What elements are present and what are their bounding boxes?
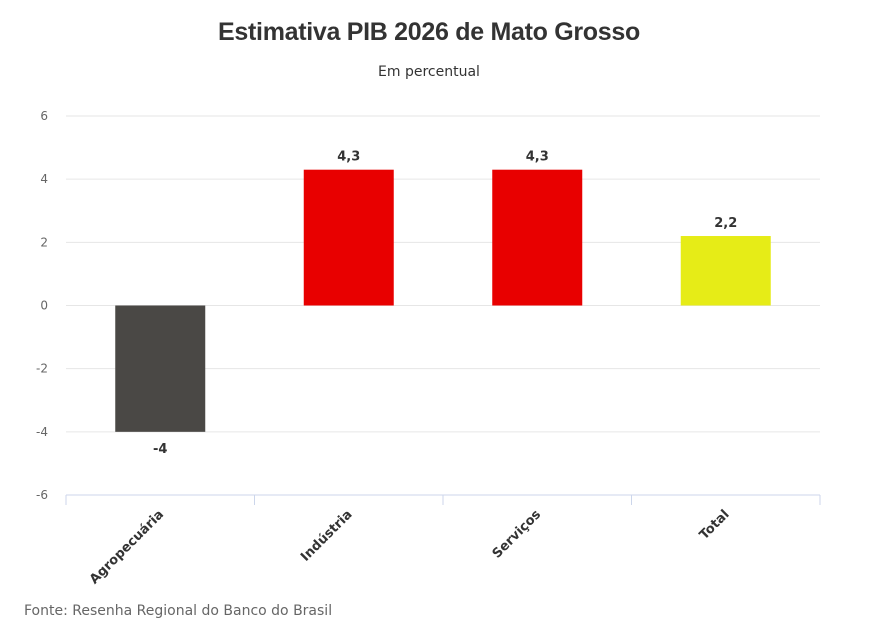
chart-source: Fonte: Resenha Regional do Banco do Bras… [24, 603, 333, 619]
y-tick-label: 6 [40, 109, 48, 123]
y-tick-label: -2 [36, 362, 48, 376]
y-tick-label: 4 [40, 172, 48, 186]
bar-2 [492, 169, 583, 306]
data-label: 4,3 [526, 150, 549, 165]
y-tick-label: 0 [40, 299, 48, 313]
chart-subtitle: Em percentual [378, 64, 480, 80]
y-tick-label: -4 [36, 425, 48, 439]
data-label: 4,3 [337, 150, 360, 165]
y-tick-label: 2 [40, 235, 48, 249]
bar-3 [680, 236, 771, 306]
x-category-label: Indústria [298, 507, 355, 564]
data-label: -4 [153, 442, 167, 457]
x-category-label: Serviços [490, 507, 545, 562]
x-category-label: Total [697, 507, 733, 543]
bar-1 [303, 169, 394, 306]
bar-0 [115, 305, 206, 432]
data-label: 2,2 [714, 216, 737, 231]
x-category-label: Agropecuária [87, 507, 167, 587]
chart-title: Estimativa PIB 2026 de Mato Grosso [218, 18, 640, 46]
y-tick-label: -6 [36, 488, 48, 502]
